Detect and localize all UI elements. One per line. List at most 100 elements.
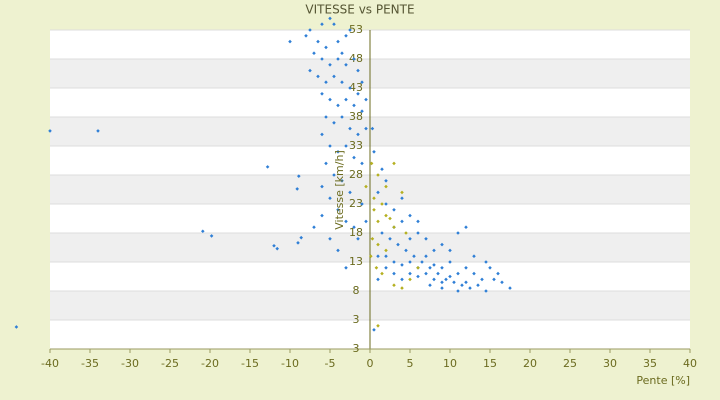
point — [464, 280, 468, 285]
point — [328, 16, 332, 21]
point — [384, 184, 388, 189]
point — [364, 126, 368, 131]
point — [332, 74, 336, 79]
point — [408, 271, 412, 276]
point — [340, 80, 344, 84]
point — [336, 103, 340, 108]
point — [209, 234, 214, 238]
point — [374, 266, 379, 270]
point — [372, 208, 376, 212]
point — [424, 254, 428, 258]
point — [384, 254, 388, 258]
point — [320, 184, 324, 189]
point — [456, 289, 460, 293]
point — [295, 187, 299, 191]
point — [370, 237, 375, 241]
point — [380, 202, 384, 206]
point — [392, 271, 396, 276]
x-tick-label: 5 — [407, 357, 414, 370]
x-tick-label: 40 — [683, 357, 697, 370]
point — [380, 167, 384, 171]
point — [440, 280, 444, 285]
point — [392, 161, 396, 166]
point — [372, 150, 376, 154]
point — [404, 248, 408, 253]
point — [352, 225, 356, 229]
point — [392, 260, 396, 264]
point — [332, 121, 336, 125]
point — [376, 219, 380, 224]
point — [424, 271, 428, 276]
point — [436, 271, 440, 276]
point — [328, 97, 332, 102]
y-tick-label: 28 — [349, 168, 363, 181]
y-tick-label: 23 — [349, 197, 363, 210]
point — [272, 243, 276, 248]
point — [299, 235, 303, 240]
x-tick-label: -40 — [41, 357, 59, 370]
point — [297, 174, 301, 178]
point — [336, 150, 340, 154]
x-tick-label: 0 — [367, 357, 374, 370]
point — [364, 184, 368, 189]
series — [364, 161, 420, 328]
point — [320, 57, 324, 61]
y-tick-label: 18 — [349, 226, 363, 239]
point — [380, 231, 384, 235]
x-tick-label: -35 — [81, 357, 99, 370]
point — [336, 39, 340, 44]
y-tick-label: 43 — [349, 81, 363, 94]
point — [396, 242, 400, 247]
point — [424, 237, 428, 241]
point — [376, 277, 380, 282]
point — [408, 213, 412, 218]
point — [432, 248, 436, 253]
point — [360, 202, 364, 206]
x-tick-label: -15 — [241, 357, 259, 370]
x-axis-label: Pente [%] — [636, 374, 690, 387]
point — [275, 246, 279, 251]
point — [400, 190, 404, 195]
point — [416, 274, 420, 279]
point — [360, 161, 364, 166]
point — [360, 109, 364, 113]
point — [380, 271, 384, 276]
point — [340, 179, 344, 183]
point — [408, 277, 412, 282]
point — [356, 132, 360, 137]
point — [296, 241, 300, 245]
x-tick-label: -5 — [325, 357, 336, 370]
point — [344, 97, 348, 102]
point — [376, 254, 380, 258]
point — [400, 219, 404, 224]
point — [265, 165, 270, 169]
point — [376, 173, 380, 177]
x-tick-label: -20 — [201, 357, 219, 370]
point — [384, 248, 388, 253]
point — [432, 263, 436, 267]
point — [464, 225, 468, 229]
point — [392, 225, 396, 229]
point — [316, 39, 320, 44]
point — [352, 103, 356, 108]
point — [344, 63, 348, 67]
y-tick-label: 3 — [353, 342, 360, 355]
point — [356, 237, 360, 241]
point — [312, 225, 316, 229]
point — [288, 39, 292, 44]
point — [400, 286, 404, 290]
point — [360, 80, 364, 84]
point — [388, 216, 392, 221]
point — [408, 237, 412, 241]
point — [332, 173, 336, 177]
point — [460, 283, 464, 287]
point — [472, 254, 476, 258]
point — [308, 68, 312, 73]
y-tick-label: 33 — [349, 139, 363, 152]
point — [328, 63, 332, 67]
point — [320, 92, 324, 96]
point — [348, 86, 352, 90]
x-tick-label: -10 — [281, 357, 299, 370]
point — [412, 254, 416, 258]
chart-title: VITESSE vs PENTE — [305, 3, 414, 17]
